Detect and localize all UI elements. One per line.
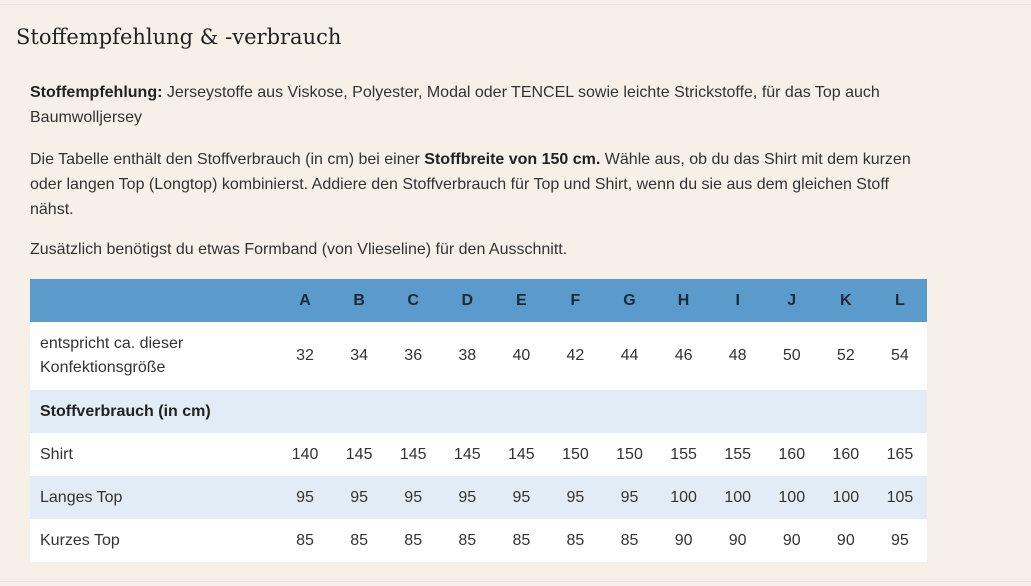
- table-cell: 105: [872, 476, 927, 519]
- table-cell: 40: [494, 322, 549, 390]
- table-cell: 150: [602, 433, 657, 476]
- header-size-b: B: [332, 279, 387, 322]
- header-size-k: K: [818, 279, 873, 322]
- header-size-g: G: [602, 279, 657, 322]
- table-cell: 48: [710, 322, 765, 390]
- table-cell: 90: [710, 519, 765, 562]
- table-cell: 95: [602, 476, 657, 519]
- header-empty-cell: [30, 279, 278, 322]
- header-size-e: E: [494, 279, 549, 322]
- row-label: Shirt: [30, 433, 278, 476]
- table-cell: 38: [440, 322, 495, 390]
- recommendation-paragraph: Stoffempfehlung: Jerseystoffe aus Viskos…: [30, 80, 930, 130]
- table-cell: 85: [386, 519, 441, 562]
- content-panel: Stoffempfehlung & -verbrauch Stoffempfeh…: [0, 4, 1031, 582]
- header-size-a: A: [278, 279, 333, 322]
- header-size-f: F: [548, 279, 603, 322]
- table-cell: 52: [818, 322, 873, 390]
- table-cell: 34: [332, 322, 387, 390]
- table-cell: 100: [656, 476, 711, 519]
- recommendation-text: Jerseystoffe aus Viskose, Polyester, Mod…: [30, 84, 880, 126]
- fabric-consumption-table: A B C D E F G H I J K L entspricht ca. d…: [30, 279, 927, 562]
- header-size-h: H: [656, 279, 711, 322]
- size-label-line1: entspricht ca. dieser: [40, 335, 184, 352]
- table-cell: 100: [818, 476, 873, 519]
- table-cell: 165: [872, 433, 927, 476]
- header-size-c: C: [386, 279, 441, 322]
- table-cell: 100: [710, 476, 765, 519]
- table-cell: 85: [332, 519, 387, 562]
- table-cell: 95: [494, 476, 549, 519]
- table-cell: 90: [764, 519, 819, 562]
- page-title: Stoffempfehlung & -verbrauch: [16, 25, 342, 49]
- table-row-shirt: Shirt 140 145 145 145 145 150 150 155 15…: [30, 433, 927, 476]
- table-cell: 90: [818, 519, 873, 562]
- extra-material-paragraph: Zusätzlich benötigst du etwas Formband (…: [30, 241, 568, 258]
- table-cell: 44: [602, 322, 657, 390]
- table-row-langes-top: Langes Top 95 95 95 95 95 95 95 100 100 …: [30, 476, 927, 519]
- table-cell: 85: [494, 519, 549, 562]
- row-label: Kurzes Top: [30, 519, 278, 562]
- table-cell: 95: [548, 476, 603, 519]
- table-text-after: Wähle aus, ob du das Shirt mit dem kurze…: [30, 151, 911, 218]
- header-size-l: L: [872, 279, 927, 322]
- table-cell: 145: [440, 433, 495, 476]
- header-size-i: I: [710, 279, 765, 322]
- table-header-row: A B C D E F G H I J K L: [30, 279, 927, 322]
- table-row-kurzes-top: Kurzes Top 85 85 85 85 85 85 85 90 90 90…: [30, 519, 927, 562]
- table-cell: 155: [656, 433, 711, 476]
- row-label: Langes Top: [30, 476, 278, 519]
- table-cell: 85: [548, 519, 603, 562]
- size-equivalent-row: entspricht ca. dieser Konfektionsgröße 32…: [30, 322, 927, 390]
- table-text-before: Die Tabelle enthält den Stoffverbrauch (…: [30, 151, 425, 168]
- size-equivalent-label: entspricht ca. dieser Konfektionsgröße: [30, 322, 278, 390]
- table-cell: 145: [332, 433, 387, 476]
- table-cell: 85: [602, 519, 657, 562]
- recommendation-label: Stoffempfehlung:: [30, 84, 163, 101]
- table-cell: 90: [656, 519, 711, 562]
- table-cell: 150: [548, 433, 603, 476]
- table-cell: 32: [278, 322, 333, 390]
- table-cell: 46: [656, 322, 711, 390]
- table-cell: 85: [440, 519, 495, 562]
- table-cell: 50: [764, 322, 819, 390]
- table-cell: 100: [764, 476, 819, 519]
- table-cell: 36: [386, 322, 441, 390]
- header-size-d: D: [440, 279, 495, 322]
- table-cell: 95: [332, 476, 387, 519]
- table-cell: 95: [440, 476, 495, 519]
- table-cell: 42: [548, 322, 603, 390]
- size-label-line2: Konfektionsgröße: [40, 359, 166, 376]
- table-cell: 160: [764, 433, 819, 476]
- table-cell: 54: [872, 322, 927, 390]
- table-cell: 145: [494, 433, 549, 476]
- table-explanation-paragraph: Die Tabelle enthält den Stoffverbrauch (…: [30, 147, 930, 222]
- table-cell: 140: [278, 433, 333, 476]
- consumption-section-row: Stoffverbrauch (in cm): [30, 390, 927, 433]
- table-cell: 85: [278, 519, 333, 562]
- consumption-section-label: Stoffverbrauch (in cm): [30, 390, 927, 433]
- table-cell: 145: [386, 433, 441, 476]
- table-cell: 160: [818, 433, 873, 476]
- table-cell: 155: [710, 433, 765, 476]
- table-cell: 95: [278, 476, 333, 519]
- fabric-width-highlight: Stoffbreite von 150 cm.: [424, 151, 601, 168]
- table-cell: 95: [872, 519, 927, 562]
- table-cell: 95: [386, 476, 441, 519]
- header-size-j: J: [764, 279, 819, 322]
